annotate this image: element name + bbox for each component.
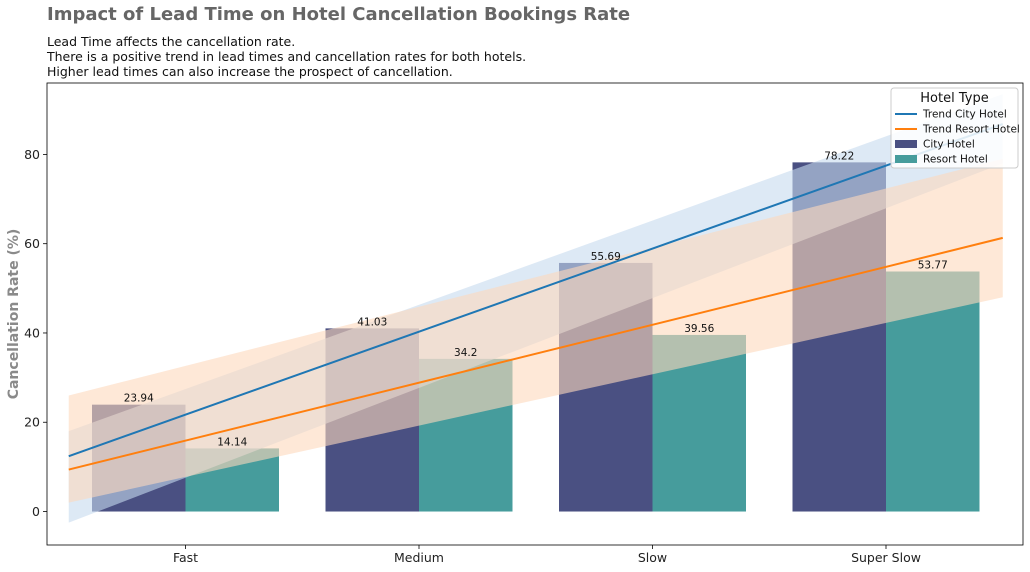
legend-label-trend-resort-hotel: Trend Resort Hotel <box>922 124 1020 136</box>
x-tick-label: Fast <box>173 550 198 565</box>
trend-resort-hotel-confidence-band <box>68 158 1003 503</box>
x-tick-label: Medium <box>394 550 444 565</box>
value-label: 14.14 <box>217 436 247 448</box>
subtitle-line-1: Lead Time affects the cancellation rate. <box>47 34 296 49</box>
x-tick-label: Super Slow <box>851 550 921 565</box>
subtitle-line-3: Higher lead times can also increase the … <box>47 64 453 79</box>
value-label: 39.56 <box>684 323 714 335</box>
y-tick-label: 20 <box>24 415 40 430</box>
y-tick-label: 0 <box>32 504 40 519</box>
legend-label-resort-hotel: Resort Hotel <box>923 154 988 166</box>
y-tick-label: 40 <box>24 325 40 340</box>
x-tick-label: Slow <box>638 550 667 565</box>
plot-frame <box>46 82 1024 546</box>
legend-box <box>890 87 1019 169</box>
value-label: 41.03 <box>357 316 387 328</box>
value-label: 23.94 <box>124 393 154 405</box>
legend-label-city-hotel: City Hotel <box>923 139 975 151</box>
trend-resort-hotel-line <box>68 236 1003 471</box>
value-label: 53.77 <box>918 260 948 272</box>
legend-swatch-city-hotel <box>895 140 917 148</box>
chart-title: Impact of Lead Time on Hotel Cancellatio… <box>47 4 631 25</box>
trend-city-hotel-line <box>68 123 1004 458</box>
value-label: 78.22 <box>824 150 854 162</box>
legend-swatch-resort-hotel <box>895 155 917 163</box>
value-label: 34.2 <box>454 347 477 359</box>
legend-title: Hotel Type <box>920 91 988 106</box>
y-tick-label: 60 <box>24 236 40 251</box>
value-label: 55.69 <box>591 251 621 263</box>
y-tick-label: 80 <box>24 147 40 162</box>
y-axis-label: Cancellation Rate (%) <box>6 229 22 400</box>
subtitle-line-2: There is a positive trend in lead times … <box>47 49 527 64</box>
legend-label-trend-city-hotel: Trend City Hotel <box>922 109 1007 121</box>
